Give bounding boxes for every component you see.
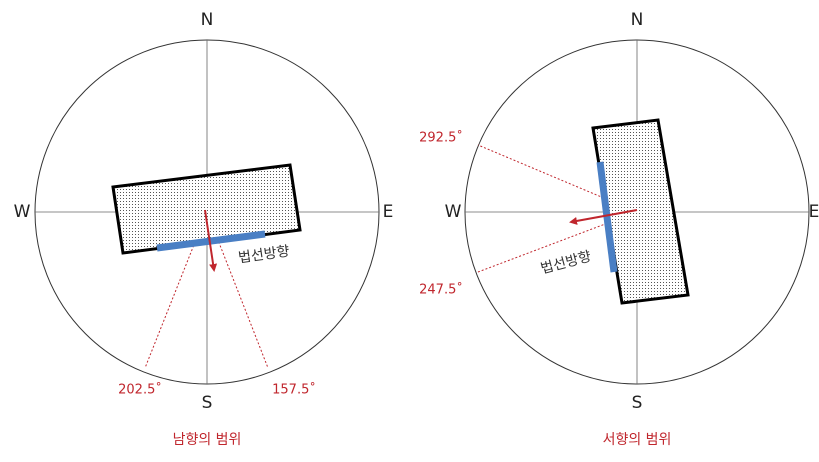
facade (156, 230, 266, 252)
angle-label: 202.5˚ (118, 382, 162, 398)
normal-label: 법선방향 (237, 243, 290, 266)
angle-label: 292.5˚ (419, 130, 463, 146)
caption: 서향의 범위 (603, 432, 672, 448)
west-label: W (14, 202, 31, 222)
west-compass: N S W E 292.5˚ 247.5˚ 법선방향 서향의 범위 (419, 10, 819, 448)
normal-arrow (569, 209, 638, 225)
angle-label: 157.5˚ (272, 382, 316, 398)
facade (596, 161, 618, 273)
east-label: E (809, 202, 819, 222)
north-label: N (631, 10, 644, 30)
angle-label: 247.5˚ (419, 282, 463, 298)
south-compass: N S W E 202.5˚ 157.5˚ 법선방향 남향의 범위 (14, 10, 394, 448)
south-label: S (202, 393, 213, 413)
normal-label: 법선방향 (539, 249, 593, 278)
normal-arrow (204, 209, 218, 272)
west-label: W (445, 202, 462, 222)
north-label: N (201, 10, 214, 30)
east-label: E (383, 202, 394, 222)
south-label: S (632, 393, 643, 413)
caption: 남향의 범위 (173, 432, 242, 448)
building (111, 163, 302, 255)
